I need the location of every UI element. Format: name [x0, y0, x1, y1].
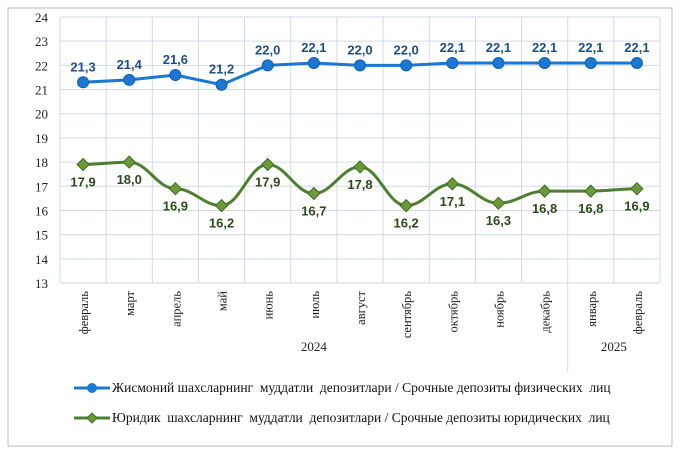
data-point — [215, 78, 228, 91]
year-label: 2025 — [601, 339, 627, 354]
x-tick-label: февраль — [77, 291, 91, 335]
legend-label: Юридик шахсларнинг муддатли депозитлари … — [112, 410, 610, 425]
y-tick-label: 16 — [35, 203, 49, 218]
data-point — [538, 56, 551, 69]
data-label: 21,4 — [117, 57, 143, 72]
x-tick-label: апрель — [169, 291, 183, 327]
data-point — [307, 56, 320, 69]
y-tick-label: 18 — [35, 155, 48, 170]
x-tick-label: ноябрь — [492, 291, 506, 328]
data-label: 21,6 — [163, 52, 188, 67]
data-label: 18,0 — [117, 172, 142, 187]
x-tick-label: октябрь — [446, 291, 460, 333]
data-point — [353, 160, 367, 174]
data-point — [630, 181, 644, 196]
data-point — [261, 59, 274, 72]
y-tick-label: 24 — [35, 10, 49, 25]
data-point — [445, 177, 460, 191]
data-point — [584, 184, 598, 198]
data-label: 17,9 — [255, 175, 280, 190]
data-point — [214, 198, 229, 213]
data-label: 22,0 — [347, 42, 372, 57]
data-point — [77, 76, 90, 89]
data-label: 22,1 — [440, 40, 465, 55]
data-label: 22,1 — [301, 40, 326, 55]
y-tick-label: 19 — [35, 131, 48, 146]
data-label: 16,7 — [301, 204, 326, 219]
data-label: 17,8 — [347, 177, 372, 192]
x-tick-label: февраль — [631, 291, 645, 335]
data-label: 22,0 — [255, 42, 280, 57]
data-label: 17,9 — [70, 175, 95, 190]
legend-item-legal-entities: Юридик шахсларнинг муддатли депозитлари … — [72, 410, 610, 426]
data-label: 17,1 — [440, 194, 465, 209]
legend-marker-circle-icon — [74, 383, 110, 393]
data-point — [399, 198, 413, 213]
data-point — [400, 59, 413, 72]
legend-label: Жисмоний шахсларнинг муддатли депозитлар… — [112, 380, 611, 395]
y-tick-label: 20 — [35, 107, 48, 122]
x-tick-label: сентябрь — [400, 291, 414, 339]
x-tick-label: май — [216, 291, 230, 311]
y-tick-label: 17 — [35, 179, 49, 194]
x-tick-label: июль — [308, 291, 322, 319]
y-tick-label: 13 — [35, 276, 48, 291]
data-label: 22,1 — [624, 40, 649, 55]
x-tick-label: март — [123, 290, 137, 315]
data-point — [169, 69, 182, 82]
y-tick-label: 22 — [35, 58, 48, 73]
chart-border — [7, 7, 673, 447]
data-point — [446, 56, 459, 69]
legend-item-individuals: Жисмоний шахсларнинг муддатли депозитлар… — [72, 380, 611, 396]
data-label: 22,1 — [486, 40, 511, 55]
data-point — [354, 59, 366, 72]
y-tick-label: 15 — [35, 228, 48, 243]
data-point — [584, 56, 597, 69]
x-tick-label: август — [354, 290, 368, 324]
data-label: 21,2 — [209, 62, 234, 77]
data-label: 21,3 — [70, 59, 95, 74]
data-label: 22,1 — [532, 40, 557, 55]
y-tick-label: 14 — [35, 252, 49, 267]
data-point — [122, 155, 136, 169]
data-label: 16,8 — [532, 201, 557, 216]
data-label: 16,2 — [393, 216, 418, 231]
data-point — [307, 186, 321, 201]
x-tick-label: июнь — [262, 291, 276, 320]
x-tick-label: декабрь — [539, 291, 553, 333]
data-point — [76, 157, 90, 172]
data-point — [168, 181, 183, 196]
data-label: 16,9 — [624, 199, 649, 214]
legend-marker-diamond-icon — [74, 412, 110, 424]
data-point — [537, 184, 552, 198]
data-point — [123, 73, 136, 86]
y-tick-label: 23 — [35, 34, 48, 49]
data-label: 16,8 — [578, 201, 603, 216]
data-point — [491, 196, 506, 210]
data-point — [492, 56, 505, 69]
data-label: 22,0 — [393, 42, 418, 57]
data-point — [260, 157, 275, 172]
x-tick-label: январь — [585, 291, 599, 327]
data-label: 16,2 — [209, 216, 234, 231]
y-tick-label: 21 — [35, 83, 48, 98]
year-label: 2024 — [301, 339, 328, 354]
data-label: 16,3 — [486, 213, 511, 228]
data-label: 16,9 — [163, 199, 188, 214]
data-point — [630, 56, 643, 69]
data-label: 22,1 — [578, 40, 603, 55]
